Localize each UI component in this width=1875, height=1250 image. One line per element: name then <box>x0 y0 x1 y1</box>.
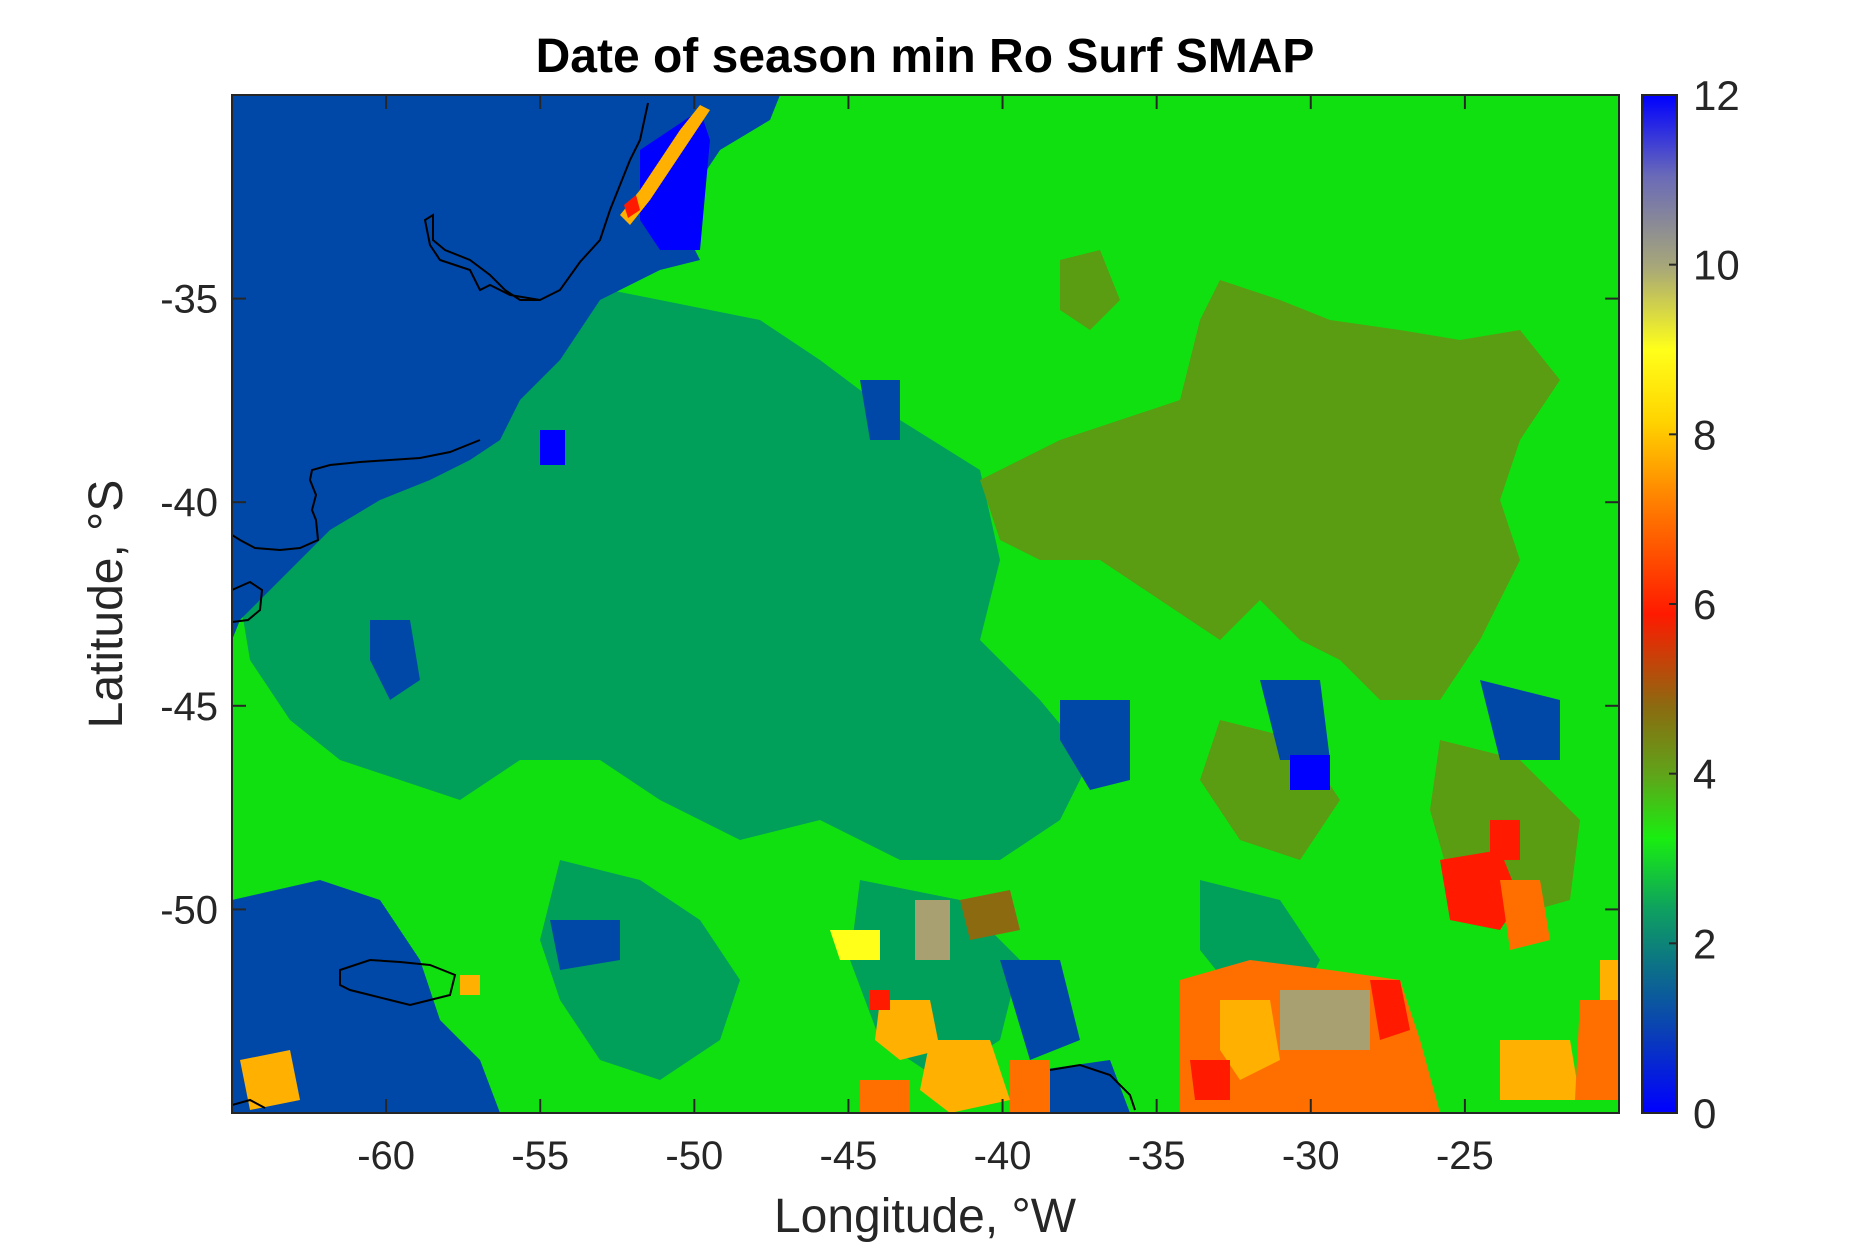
coastline-valdes <box>232 580 264 623</box>
region-month-4 <box>980 280 1560 700</box>
region-month-6 <box>1440 850 1520 930</box>
region-month-8 <box>920 1040 1010 1113</box>
region-month-5 <box>960 890 1020 940</box>
coastline-falklands <box>339 958 457 1007</box>
region-month-0-patch <box>640 110 710 250</box>
region-month-7 <box>1575 1000 1619 1100</box>
region-month-7 <box>860 1080 910 1113</box>
region-month-8 <box>460 975 480 995</box>
x-tick-label: -30 <box>1282 1134 1340 1178</box>
x-tick-label: -50 <box>665 1134 723 1178</box>
y-axis-label: Latitude, °S <box>80 480 133 729</box>
region-month-6 <box>1490 820 1520 860</box>
region-month-10 <box>915 900 950 960</box>
colorbar-tick-label: 8 <box>1693 411 1716 458</box>
region-coastal-strip-red <box>624 195 640 218</box>
region-month-8 <box>1500 1040 1580 1100</box>
region-month-1-patch <box>860 380 900 440</box>
x-tick-label: -45 <box>820 1134 878 1178</box>
chart-title: Date of season min Ro Surf SMAP <box>536 30 1315 83</box>
y-tick-label: -45 <box>160 685 218 729</box>
region-coastal-strip <box>620 105 710 225</box>
x-tick-label: -60 <box>357 1134 415 1178</box>
region-month-1-patch <box>550 920 620 970</box>
colorbar-tick-label: 12 <box>1693 72 1740 119</box>
region-month-8 <box>240 1050 300 1110</box>
region-month-6 <box>870 990 890 1010</box>
coastline-tierra-del-fuego <box>232 1098 266 1109</box>
colorbar-tick-label: 6 <box>1693 581 1716 628</box>
region-month-8 <box>1600 960 1619 1000</box>
colorbar-tick-label: 2 <box>1693 920 1716 967</box>
region-month-8 <box>1220 1000 1280 1080</box>
x-axis-label: Longitude, °W <box>774 1190 1077 1243</box>
coastline-south-georgia <box>1049 1063 1136 1111</box>
heatmap-area <box>232 95 1619 1113</box>
plot-frame <box>231 94 1620 1114</box>
region-month-0-patch <box>540 430 565 465</box>
x-tick-label: -40 <box>974 1134 1032 1178</box>
colorbar-tick-label: 4 <box>1693 751 1716 798</box>
region-month-10 <box>1280 990 1370 1050</box>
region-month-1-patch <box>1060 700 1130 790</box>
colorbar-ticks: 0 2 4 6 8 10 12 <box>1669 72 1740 1137</box>
y-tick-label: -50 <box>160 888 218 932</box>
x-tick-label: -35 <box>1128 1134 1186 1178</box>
region-land-southwest <box>232 880 500 1113</box>
region-month-7 <box>1010 1060 1050 1113</box>
y-axis: -35 -40 -45 -50 <box>160 278 1619 932</box>
region-month-8 <box>875 1000 940 1060</box>
colorbar-tick-label: 10 <box>1693 242 1740 289</box>
x-tick-label: -55 <box>511 1134 569 1178</box>
region-month-1-patch <box>1480 680 1560 760</box>
region-month-9 <box>830 930 880 960</box>
region-month-6 <box>1190 1060 1230 1100</box>
x-axis: -60 -55 -50 -45 -40 -35 -30 -25 <box>357 95 1494 1178</box>
x-tick-label: -25 <box>1436 1134 1494 1178</box>
region-month-1-patch <box>370 620 420 700</box>
coastline-argentina-south <box>232 439 481 552</box>
region-month-2 <box>540 860 740 1080</box>
coastline-argentina <box>423 102 649 302</box>
region-month-6 <box>1370 980 1410 1040</box>
colorbar-tick-label: 0 <box>1693 1090 1716 1137</box>
region-month-0-patch <box>1290 755 1330 790</box>
region-month-1-patch <box>1000 960 1080 1060</box>
region-month-1-patch <box>1260 680 1330 760</box>
y-tick-label: -40 <box>160 481 218 525</box>
region-month-7 <box>1500 880 1550 950</box>
region-month-4 <box>1060 250 1120 330</box>
region-land-west <box>232 95 780 640</box>
y-tick-label: -35 <box>160 278 218 322</box>
